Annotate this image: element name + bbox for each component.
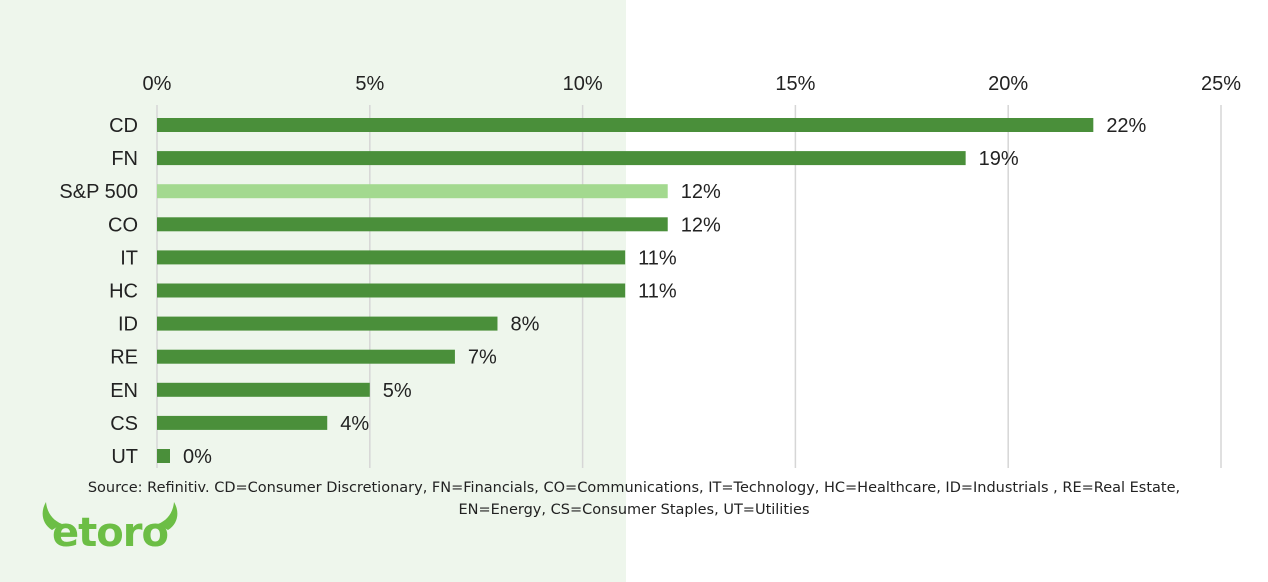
category-labels: CD FN S&P 500 CO IT HC ID RE EN CS UT: [59, 115, 138, 468]
category-label: EN: [110, 380, 138, 402]
x-tick-label: 0%: [143, 73, 172, 95]
x-tick-label: 25%: [1201, 73, 1241, 95]
data-label: 4%: [340, 413, 369, 435]
bar-fn: [157, 151, 966, 166]
bar-cd: [157, 118, 1094, 132]
bar-id: [157, 316, 498, 331]
source-note-line-1: Source: Refinitiv. CD=Consumer Discretio…: [87, 480, 1181, 496]
bar-it: [157, 250, 626, 265]
category-label: ID: [118, 314, 138, 336]
bar-cs: [157, 415, 328, 430]
x-tick-label: 5%: [355, 73, 384, 95]
x-tick-label: 15%: [775, 73, 815, 95]
category-label: FN: [111, 148, 138, 170]
data-label: 12%: [681, 214, 721, 236]
category-label: S&P 500: [59, 181, 138, 203]
data-label: 12%: [681, 181, 721, 203]
data-label: 7%: [468, 347, 497, 369]
data-label: 5%: [383, 380, 412, 402]
etoro-logo-text: etoro: [52, 510, 168, 552]
bar-hc: [157, 283, 626, 298]
category-label: CO: [108, 214, 138, 236]
bar-co: [157, 217, 668, 232]
x-axis-tick-labels: 0% 5% 10% 15% 20% 25%: [143, 73, 1242, 95]
x-tick-label: 20%: [988, 73, 1028, 95]
bar-ut: [157, 449, 170, 463]
data-labels: 22%19%12%12%11%11%8%7%5%4%0%: [183, 115, 1147, 468]
category-label: CD: [109, 115, 138, 137]
etoro-right-horn-icon: [158, 502, 178, 530]
category-label: IT: [120, 247, 138, 269]
category-label: UT: [111, 446, 138, 468]
etoro-left-horn-icon: [42, 502, 62, 530]
source-note-line-2: EN=Energy, CS=Consumer Staples, UT=Utili…: [458, 502, 810, 518]
x-tick-label: 10%: [563, 73, 603, 95]
bar-s-p-500: [157, 184, 668, 199]
bar-re: [157, 349, 455, 364]
bar-en: [157, 382, 370, 397]
data-label: 11%: [638, 247, 677, 269]
source-note: Source: Refinitiv. CD=Consumer Discretio…: [0, 477, 1268, 521]
etoro-logo: etoro: [42, 502, 178, 552]
category-label: HC: [109, 281, 138, 303]
data-label: 22%: [1106, 115, 1146, 137]
data-label: 0%: [183, 446, 212, 468]
category-label: RE: [110, 347, 138, 369]
bars: [157, 118, 1094, 463]
category-label: CS: [110, 413, 138, 435]
data-label: 19%: [979, 148, 1019, 170]
data-label: 11%: [638, 281, 677, 303]
bar-chart: 0% 5% 10% 15% 20% 25% CD FN S&P 500 CO IT HC ID RE EN…: [59, 73, 1242, 468]
data-label: 8%: [510, 314, 539, 336]
